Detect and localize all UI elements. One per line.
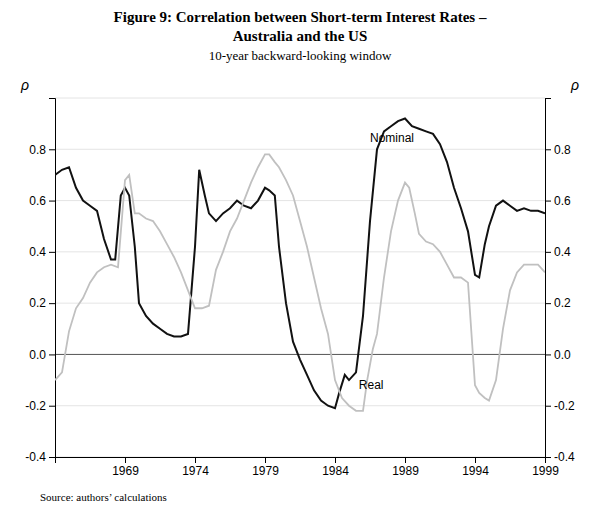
tick: -0.2 — [25, 399, 55, 413]
grid-line — [55, 303, 545, 304]
tick-mark — [49, 252, 55, 253]
grid-line — [55, 405, 545, 406]
tick-mark — [545, 303, 551, 304]
tick-mark — [545, 149, 551, 150]
tick-mark — [49, 201, 55, 202]
series-line — [55, 154, 545, 410]
tick-mark — [265, 457, 266, 463]
tick-mark — [545, 252, 551, 253]
tick: 1969 — [112, 457, 139, 478]
tick-label: 0.6 — [29, 194, 46, 208]
annotation: Nominal — [370, 131, 414, 145]
tick — [49, 98, 55, 99]
grid — [55, 98, 545, 457]
tick-mark — [545, 201, 551, 202]
tick-mark — [195, 457, 196, 463]
tick-mark — [545, 98, 551, 99]
tick-label: 0.0 — [29, 348, 46, 362]
tick — [545, 98, 551, 99]
grid-line — [55, 98, 545, 99]
tick: 0.8 — [29, 143, 55, 157]
tick-mark — [545, 406, 551, 407]
tick-mark — [49, 303, 55, 304]
y2-axis: -0.4 -0.2 0.0 0.2 0.4 0.6 0.8 — [545, 99, 575, 465]
annotation: Real — [359, 378, 384, 392]
tick-label: 1984 — [322, 464, 349, 478]
title: Australia and the US — [233, 28, 368, 44]
tick: 0.4 — [29, 245, 55, 259]
tick-mark — [49, 406, 55, 407]
tick-mark — [49, 354, 55, 355]
y-axis: -0.4 -0.2 0.0 0.2 0.4 0.6 0.8 — [25, 99, 55, 465]
axis-line — [49, 99, 56, 458]
tick-mark — [49, 457, 55, 458]
tick-label: 0.8 — [554, 143, 571, 157]
tick-label: -0.4 — [554, 450, 575, 464]
tick: 1979 — [252, 457, 279, 478]
subtitle: 10-year backward-looking window — [209, 48, 392, 63]
tick: 1989 — [392, 457, 419, 478]
tick-mark — [49, 149, 55, 150]
tick-label: 1989 — [392, 464, 419, 478]
plot: 1969197419791984198919941999-0.4-0.20.00… — [20, 77, 579, 478]
tick-label: 0.4 — [554, 245, 571, 259]
tick-mark — [49, 98, 55, 99]
tick: 1974 — [182, 457, 209, 478]
chart: Figure 9: Correlation between Short-term… — [0, 0, 600, 509]
tick-label: 1979 — [252, 464, 279, 478]
tick-label: 0.8 — [29, 143, 46, 157]
tick: -0.2 — [545, 399, 575, 413]
tick-label: 0.2 — [554, 296, 571, 310]
series-line — [55, 119, 545, 409]
tick-label: 0.4 — [29, 245, 46, 259]
tick-mark — [475, 457, 476, 463]
grid-line — [55, 200, 545, 201]
tick: 0.6 — [545, 194, 571, 208]
series-group — [55, 119, 545, 411]
tick-label: -0.4 — [25, 450, 46, 464]
tick-mark — [545, 354, 551, 355]
tick: 0.6 — [29, 194, 55, 208]
tick-label: 1994 — [462, 464, 489, 478]
title: Figure 9: Correlation between Short-term… — [114, 9, 487, 25]
tick: 0.4 — [545, 245, 571, 259]
source: Source: authors’ calculations — [40, 491, 167, 503]
tick-mark — [335, 457, 336, 463]
tick: 0.2 — [545, 296, 571, 310]
tick: 1984 — [322, 457, 349, 478]
tick-mark — [405, 457, 406, 463]
tick: 0.0 — [545, 348, 571, 362]
tick-label: -0.2 — [554, 399, 575, 413]
tick: 1994 — [462, 457, 489, 478]
tick-label: -0.2 — [25, 399, 46, 413]
grid-line — [55, 354, 545, 355]
grid-line — [55, 149, 545, 150]
axis-line — [546, 99, 552, 458]
tick-label: 0.2 — [29, 296, 46, 310]
axis-line — [56, 458, 546, 464]
tick: 0.2 — [29, 296, 55, 310]
tick: -0.4 — [545, 450, 575, 464]
tick: 0.8 — [545, 143, 571, 157]
tick-mark — [545, 457, 551, 458]
y2-axis-label: ρ — [570, 77, 579, 93]
y-axis-label: ρ — [20, 77, 29, 93]
tick-label: 0.6 — [554, 194, 571, 208]
tick-label: 1974 — [182, 464, 209, 478]
tick-label: 0.0 — [554, 348, 571, 362]
tick-label: 1999 — [532, 464, 559, 478]
tick: 0.0 — [29, 348, 55, 362]
tick: -0.4 — [25, 450, 55, 464]
x-axis: 1969 1974 1979 1984 1989 1994 1999 — [56, 457, 560, 478]
tick-label: 1969 — [112, 464, 139, 478]
tick-mark — [125, 457, 126, 463]
